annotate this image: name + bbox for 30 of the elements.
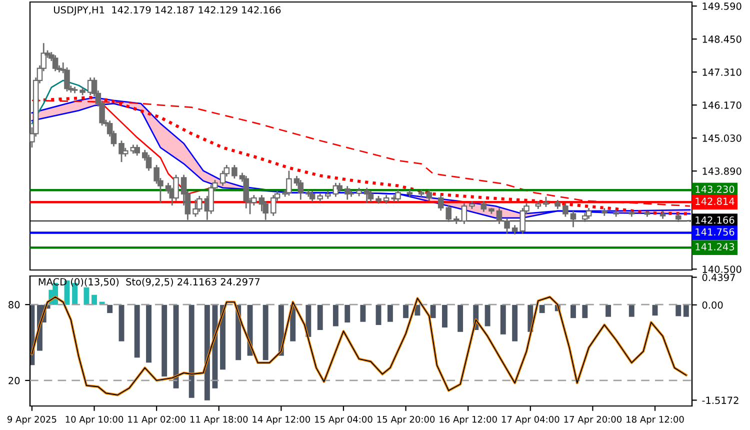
y-tick-label: -1.5172 — [702, 396, 738, 404]
x-tick-label: 15 Apr 04:00 — [315, 416, 372, 424]
x-tick-label: 17 Apr 04:00 — [502, 416, 560, 424]
y-tick-label: 148.450 — [702, 36, 742, 43]
y2-tick-label: 20 — [8, 376, 20, 384]
x-tick-label: 11 Apr 02:00 — [128, 416, 186, 424]
ref-line-label: 142.166 — [696, 216, 734, 224]
x-tick-label: 15 Apr 20:00 — [377, 416, 435, 424]
y2-tick-label: 80 — [8, 301, 20, 308]
chart-title: MACD (0)(13,50) Sto(9,2,5) 24.1163 24.2977 — [38, 278, 260, 287]
ref-line-label: 143.230 — [696, 186, 734, 193]
y-tick-label: 0.4397 — [702, 274, 735, 282]
y-tick-label: 149.590 — [702, 2, 742, 10]
x-tick-label: 11 Apr 18:00 — [190, 416, 248, 424]
ref-line-label: 141.243 — [696, 243, 734, 250]
y-tick-label: 140.500 — [702, 266, 742, 273]
chart-title: USDJPY,H1 142.179 142.187 142.129 142.166 — [54, 6, 281, 16]
x-tick-label: 17 Apr 20:00 — [564, 416, 622, 424]
x-tick-label: 16 Apr 12:00 — [440, 416, 497, 424]
x-tick-label: 14 Apr 12:00 — [252, 416, 310, 424]
ref-line-label: 141.756 — [696, 228, 734, 236]
x-tick-label: 18 Apr 12:00 — [626, 416, 684, 424]
y-tick-label: 143.890 — [702, 167, 742, 175]
y-tick-label: 146.170 — [702, 102, 742, 109]
ref-line-label: 142.814 — [696, 198, 734, 205]
x-tick-label: 9 Apr 2025 — [7, 416, 56, 424]
x-tick-label: 10 Apr 10:00 — [66, 416, 124, 424]
y-tick-label: 147.310 — [702, 68, 742, 76]
y-tick-label: 145.030 — [702, 134, 742, 142]
y-tick-label: 0.00 — [702, 301, 723, 309]
